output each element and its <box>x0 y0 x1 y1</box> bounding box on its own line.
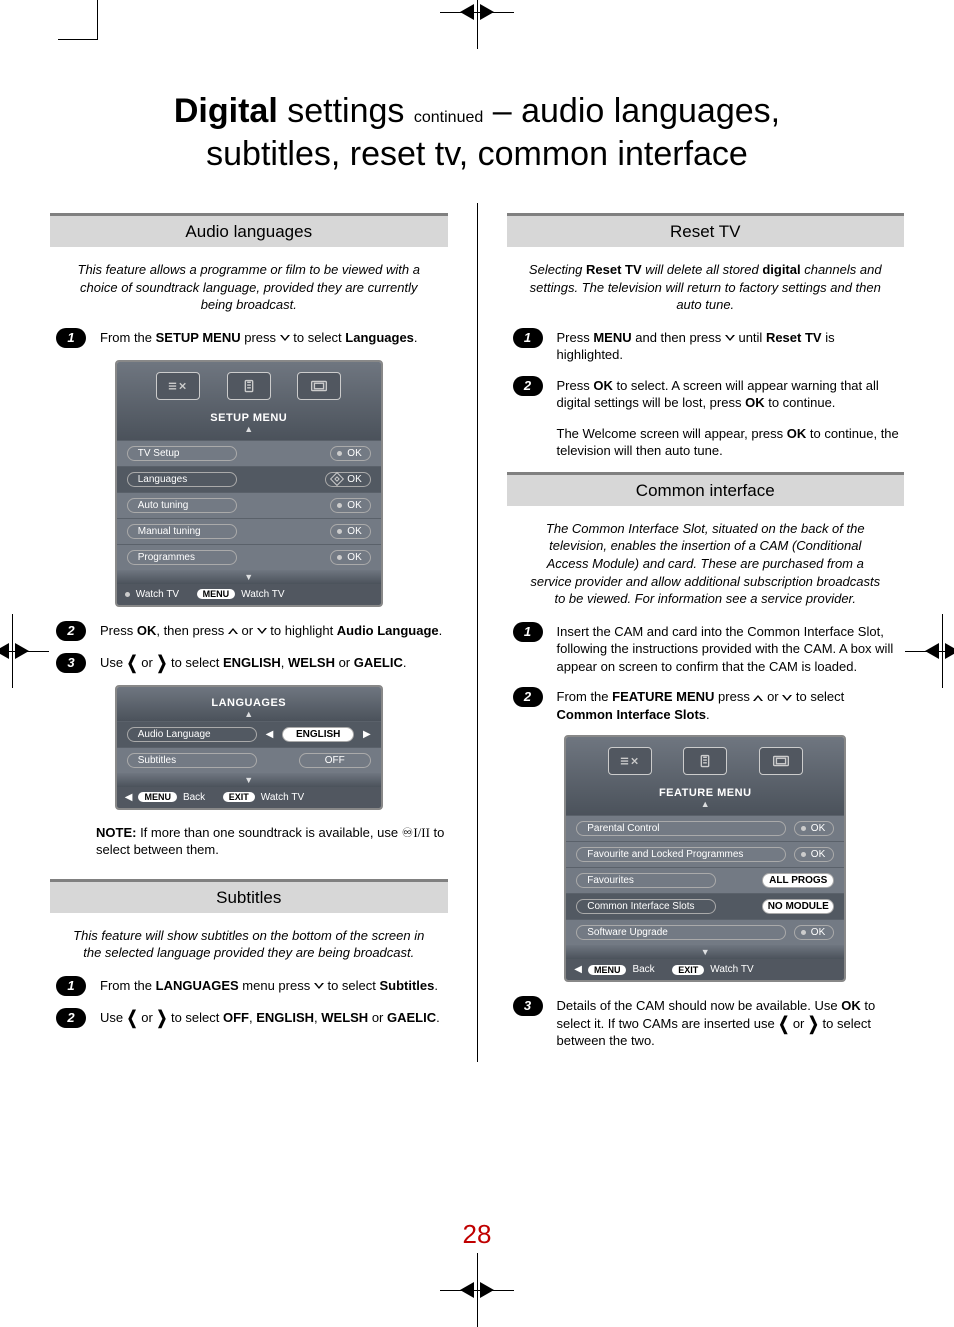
osd-row-selected: Languages <box>127 472 237 487</box>
osd-row: Favourites <box>576 873 716 888</box>
audio-intro: This feature allows a programme or film … <box>50 261 448 328</box>
step-number: 1 <box>513 328 543 348</box>
step-text: Press MENU and then press until Reset TV… <box>557 328 905 364</box>
osd-row-selected: Common Interface Slots <box>576 899 716 914</box>
chevron-down-icon <box>782 695 792 701</box>
subtitles-step-1: 1 From the LANGUAGES menu press to selec… <box>56 976 448 996</box>
osd-feature-menu: FEATURE MENU ▲ Parental ControlOK Favour… <box>564 735 846 982</box>
page-number: 28 <box>463 1219 492 1250</box>
osd-row: Favourite and Locked Programmes <box>576 847 786 862</box>
osd-icon <box>608 747 652 775</box>
section-bar-audio: Audio languages <box>50 213 448 247</box>
osd-row: Parental Control <box>576 821 786 836</box>
step-text: Insert the CAM and card into the Common … <box>557 622 905 676</box>
osd-value: ALL PROGS <box>762 873 834 888</box>
osd-row: Programmes <box>127 550 237 565</box>
audio-note: NOTE: If more than one soundtrack is ava… <box>50 824 448 869</box>
reset-step-1: 1 Press MENU and then press until Reset … <box>513 328 905 364</box>
osd-row: Subtitles <box>127 753 257 768</box>
step-number: 3 <box>56 653 86 673</box>
audio-step-2: 2 Press OK, then press or to highlight A… <box>56 621 448 641</box>
column-divider <box>477 203 478 1062</box>
audio-step-3: 3 Use ❮ or ❯ to select ENGLISH, WELSH or… <box>56 653 448 673</box>
common-step-3: 3 Details of the CAM should now be avail… <box>513 996 905 1050</box>
page: Digital settings continued – audio langu… <box>0 0 954 1302</box>
chevron-right-icon: ❯ <box>808 1011 819 1036</box>
osd-value: NO MODULE <box>762 899 834 914</box>
subtitles-intro: This feature will show subtitles on the … <box>50 927 448 976</box>
osd-icon <box>156 372 200 400</box>
common-step-1: 1 Insert the CAM and card into the Commo… <box>513 622 905 676</box>
reset-intro: Selecting Reset TV will delete all store… <box>507 261 905 328</box>
chevron-down-icon <box>257 628 267 634</box>
osd-footer: Watch TV MENUWatch TV <box>117 584 381 605</box>
step-text: From the FEATURE MENU press or to select… <box>557 687 905 723</box>
osd-row: TV Setup <box>127 446 237 461</box>
nav-icon <box>330 472 344 486</box>
right-column: Reset TV Selecting Reset TV will delete … <box>507 203 905 1062</box>
step-number: 1 <box>513 622 543 642</box>
osd-row: Software Upgrade <box>576 925 786 940</box>
audio-step-1: 1 From the SETUP MENU press to select La… <box>56 328 448 348</box>
section-bar-subtitles: Subtitles <box>50 879 448 913</box>
step-number: 2 <box>56 621 86 641</box>
columns: Audio languages This feature allows a pr… <box>50 203 904 1062</box>
chevron-right-icon: ❯ <box>156 650 167 675</box>
step-text: From the LANGUAGES menu press to select … <box>100 976 448 996</box>
osd-row: Manual tuning <box>127 524 237 539</box>
common-intro: The Common Interface Slot, situated on t… <box>507 520 905 622</box>
common-step-2: 2 From the FEATURE MENU press or to sele… <box>513 687 905 723</box>
chevron-down-icon <box>314 983 324 989</box>
osd-footer: ◀MENUBack EXITWatch TV <box>117 787 381 808</box>
chevron-down-icon <box>280 335 290 341</box>
left-column: Audio languages This feature allows a pr… <box>50 203 448 1062</box>
osd-languages-menu: LANGUAGES ▲ Audio Language◀ENGLISH▶ Subt… <box>115 685 383 810</box>
step-number: 2 <box>513 687 543 707</box>
chevron-down-icon <box>725 335 735 341</box>
section-bar-common: Common interface <box>507 472 905 506</box>
step-number: 1 <box>56 328 86 348</box>
step-text: Press OK to select. A screen will appear… <box>557 376 905 412</box>
chevron-left-icon: ❮ <box>127 1005 138 1030</box>
chevron-right-icon: ❯ <box>156 1005 167 1030</box>
step-number: 1 <box>56 976 86 996</box>
step-text: From the SETUP MENU press to select Lang… <box>100 328 448 348</box>
section-bar-reset: Reset TV <box>507 213 905 247</box>
chevron-left-icon: ❮ <box>127 650 138 675</box>
step-text: The Welcome screen will appear, press OK… <box>557 424 905 460</box>
reset-step-2: 2 Press OK to select. A screen will appe… <box>513 376 905 412</box>
registration-mark <box>927 636 954 666</box>
osd-icon <box>297 372 341 400</box>
registration-mark <box>462 1275 492 1305</box>
chevron-up-icon <box>228 628 238 634</box>
osd-icon <box>683 747 727 775</box>
step-text: Use ❮ or ❯ to select ENGLISH, WELSH or G… <box>100 653 448 673</box>
osd-row-selected: Audio Language <box>127 727 257 742</box>
osd-title: SETUP MENU <box>117 408 381 424</box>
step-text: Use ❮ or ❯ to select OFF, ENGLISH, WELSH… <box>100 1008 448 1028</box>
osd-setup-menu: SETUP MENU ▲ TV SetupOK LanguagesOK Auto… <box>115 360 383 607</box>
step-number: 2 <box>56 1008 86 1028</box>
step-number: 3 <box>513 996 543 1016</box>
step-number: 2 <box>513 376 543 396</box>
chevron-up-icon <box>753 695 763 701</box>
step-text: Details of the CAM should now be availab… <box>557 996 905 1050</box>
osd-row: Auto tuning <box>127 498 237 513</box>
reset-step-3: - The Welcome screen will appear, press … <box>513 424 905 460</box>
subtitles-step-2: 2 Use ❮ or ❯ to select OFF, ENGLISH, WEL… <box>56 1008 448 1028</box>
osd-value: OFF <box>299 753 371 768</box>
page-title: Digital settings continued – audio langu… <box>50 90 904 175</box>
step-text: Press OK, then press or to highlight Aud… <box>100 621 448 641</box>
osd-title: LANGUAGES <box>117 693 381 709</box>
registration-mark <box>0 636 27 666</box>
registration-mark <box>462 0 492 27</box>
crop-mark <box>58 0 98 40</box>
osd-footer: ◀MENUBack EXITWatch TV <box>566 959 844 980</box>
osd-title: FEATURE MENU <box>566 783 844 799</box>
osd-icon <box>227 372 271 400</box>
osd-value: ENGLISH <box>282 727 354 742</box>
chevron-left-icon: ❮ <box>778 1011 789 1036</box>
osd-icon <box>759 747 803 775</box>
